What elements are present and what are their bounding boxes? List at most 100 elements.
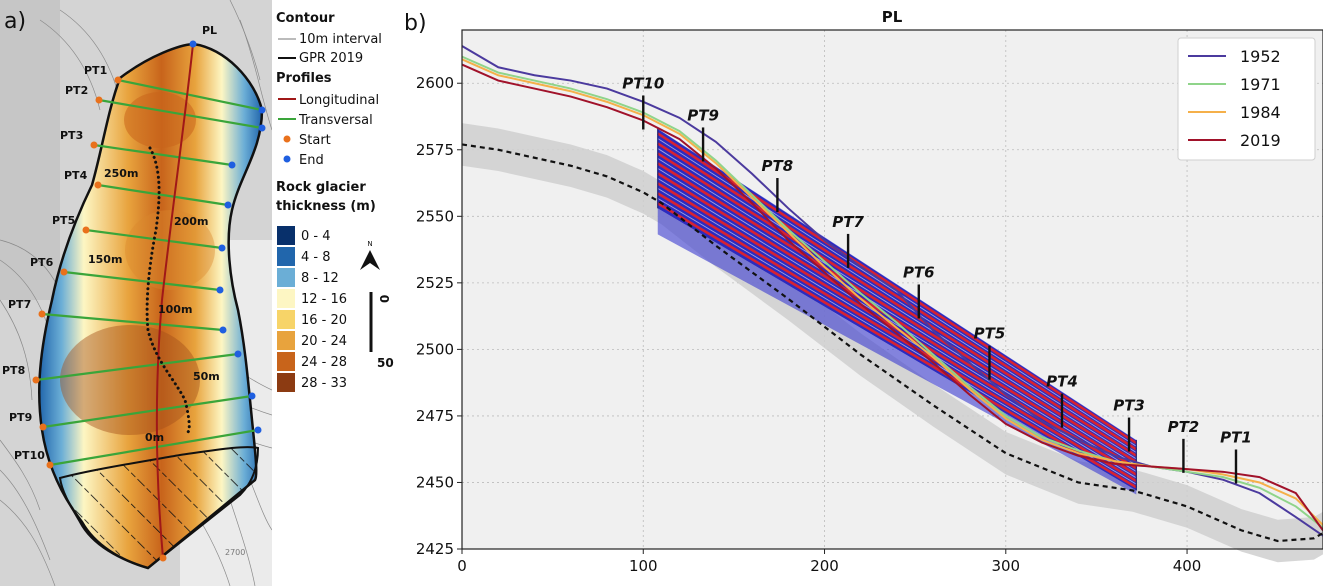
legend-label-1971: 1971 (1240, 75, 1281, 94)
end-point-pt5 (218, 244, 226, 252)
legend-thickness-title-1: Rock glacier (276, 180, 366, 195)
y-tick-label-2600: 2600 (416, 74, 454, 92)
bedrock-dashed-line (461, 143, 1323, 543)
chart-title: PL (882, 8, 903, 26)
legend-end: End (299, 153, 324, 168)
transversal-pt6 (63, 270, 221, 292)
y-tick-label-2525: 2525 (416, 274, 454, 292)
distance-label-150m: 150m (88, 253, 122, 266)
x-tick-label-400: 400 (1173, 557, 1202, 575)
thickness-swatch-6 (277, 352, 295, 371)
longitudinal-profile (155, 43, 194, 559)
distance-label-0m: 0m (145, 431, 164, 444)
legend-label-1984: 1984 (1240, 103, 1281, 122)
transversal-pt4 (97, 183, 229, 207)
profile-label-pt2: PT2 (65, 84, 88, 97)
start-point-pt6 (60, 268, 68, 276)
y-tick-label-2500: 2500 (416, 340, 454, 358)
legend-profiles-title: Profiles (276, 71, 332, 86)
rock-glacier-thickness-map (38, 42, 264, 570)
transversal-pt9 (42, 394, 253, 429)
distance-label-100m: 100m (158, 303, 192, 316)
transversal-pt10 (49, 428, 259, 467)
profile-label-pt3: PT3 (60, 129, 83, 142)
profile-label-pt1: PT1 (84, 64, 107, 77)
end-point-pt6 (216, 286, 224, 294)
plot-frame (461, 29, 1323, 550)
axes: 0 100 200 300 400 2425 2450 2475 2500 2525 2550 257… (416, 74, 1202, 575)
legend-label-1952: 1952 (1240, 47, 1281, 66)
pl-label: PL (202, 24, 217, 37)
legend-contour-interval: 10m interval (299, 32, 382, 47)
x-tick-label-0: 0 (457, 557, 467, 575)
thickness-swatch-7 (277, 373, 295, 392)
scale-bar-top-label: 0 (378, 295, 392, 303)
gpr-reflector-13 (657, 192, 1137, 483)
gpr-reflector-14 (657, 197, 1137, 485)
marker-label-pt2: PT2 (1168, 418, 1200, 436)
bedrock-line (461, 143, 1323, 543)
marker-label-pt1: PT1 (1220, 428, 1252, 446)
transversal-pt7 (41, 312, 224, 332)
start-point-pt3 (90, 141, 98, 149)
gpr-reflector-3 (657, 142, 1137, 451)
end-point-pt4 (224, 201, 232, 209)
distance-label-200m: 200m (174, 215, 208, 228)
transversal-pt2 (98, 98, 263, 130)
thickness-swatch-4 (277, 310, 295, 329)
panel-b-chart: PT10 PT9 PT8 PT7 PT6 PT5 PT4 PT3 PT2 PT1 0 100 200 3… (404, 8, 1323, 575)
profile-label-pt8: PT8 (2, 364, 25, 377)
marker-label-pt6: PT6 (903, 263, 935, 281)
thickness-swatch-2 (277, 268, 295, 287)
y-tick-label-2425: 2425 (416, 540, 454, 558)
distance-label-50m: 50m (193, 370, 220, 383)
thickness-class-label-2: 8 - 12 (301, 271, 339, 286)
start-point-pt8 (32, 376, 40, 384)
gpr-track (145, 146, 191, 434)
legend-box (1177, 37, 1316, 161)
start-point-pt7 (38, 310, 46, 318)
end-point-pt10 (254, 426, 262, 434)
legend-start-swatch (283, 135, 291, 143)
thickness-class-label-3: 12 - 16 (301, 292, 347, 307)
transversal-pt3 (93, 143, 233, 167)
legend-contour-title: Contour (276, 11, 335, 26)
gpr-reflector-5 (657, 152, 1137, 457)
legend-longitudinal: Longitudinal (299, 93, 379, 108)
y-tick-label-2450: 2450 (416, 473, 454, 491)
profile-label-pt7: PT7 (8, 298, 31, 311)
north-arrow-icon: N (360, 240, 380, 270)
longitudinal-start-point (159, 554, 167, 562)
legend-end-swatch (283, 155, 291, 163)
profile-label-pt4: PT4 (64, 169, 88, 182)
gpr-reflector-15 (657, 202, 1137, 489)
marker-label-pt3: PT3 (1113, 397, 1145, 415)
profile-markers: PT10 PT9 PT8 PT7 PT6 PT5 PT4 PT3 PT2 PT1 (622, 75, 1252, 484)
end-point-pt3 (228, 161, 236, 169)
start-point-pt5 (82, 226, 90, 234)
series-line-2019 (461, 63, 1323, 531)
end-point-pt2 (258, 124, 266, 132)
thick-core-mid (125, 210, 215, 290)
profile-label-pt5: PT5 (52, 214, 75, 227)
thick-core-north (124, 92, 196, 148)
start-point-pt1 (114, 76, 122, 84)
map-legend: Contour 10m interval GPR 2019 Profiles L… (276, 11, 382, 392)
panel-b-label: b) (404, 11, 427, 36)
gpr-reflector-10 (657, 177, 1137, 472)
x-tick-label-300: 300 (991, 557, 1020, 575)
end-point-pt9 (248, 392, 256, 400)
start-point-pt4 (94, 181, 102, 189)
marker-label-pt8: PT8 (762, 157, 794, 175)
start-point-pt10 (46, 461, 54, 469)
thickness-swatch-0 (277, 226, 295, 245)
surface-profiles (461, 45, 1323, 537)
profile-label-pt6: PT6 (30, 256, 54, 269)
gpr-reflector-7 (657, 162, 1137, 464)
marker-label-pt9: PT9 (687, 106, 719, 124)
y-tick-label-2575: 2575 (416, 141, 454, 159)
end-point-pt1 (258, 106, 266, 114)
y-tick-label-2475: 2475 (416, 407, 454, 425)
y-tick-label-2550: 2550 (416, 207, 454, 225)
thickness-class-label-0: 0 - 4 (301, 229, 331, 244)
